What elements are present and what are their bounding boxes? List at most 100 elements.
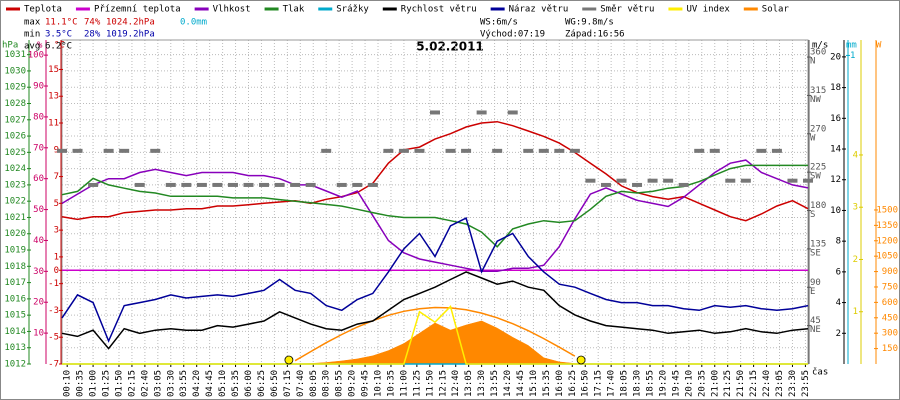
axis-unit: hPa: [2, 41, 18, 51]
stat-value: avg: [24, 42, 40, 52]
stat-value: 11.1°C: [45, 18, 78, 28]
y-tick-label: 5: [54, 199, 59, 209]
y-tick-label: 40: [33, 236, 44, 246]
x-tick-label: 19:45: [671, 370, 681, 397]
line-series: [62, 305, 808, 365]
y-tick-label: 1021: [4, 213, 26, 223]
y-tick-label: -1: [48, 279, 59, 289]
x-tick-label: 23:05: [775, 370, 785, 397]
y-tick-label: 1: [853, 307, 858, 317]
x-tick-label: 07:40: [296, 370, 306, 397]
stat-value: min: [24, 30, 40, 40]
x-tick-label: 18:55: [645, 370, 655, 397]
x-tick-label: 05:35: [231, 370, 241, 397]
y-tick-label: 1500: [876, 205, 898, 215]
stat-value: 3.5°C: [45, 30, 72, 40]
legend-label: Přízemní teplota: [94, 5, 181, 15]
x-tick-label: 16:50: [581, 370, 591, 397]
x-tick-label: 14:45: [516, 370, 526, 397]
direction-label: SW: [810, 172, 821, 182]
y-tick-label: 1017: [4, 278, 26, 288]
x-tick-label: 00:10: [63, 370, 73, 397]
y-tick-label: 225: [810, 163, 826, 173]
y-tick-label: 750: [882, 282, 898, 292]
direction-label: W: [810, 133, 816, 143]
x-tick-label: 23:30: [788, 370, 798, 397]
legend-label: Vlhkost: [213, 5, 251, 15]
y-tick-label: 450: [882, 313, 898, 323]
direction-label: E: [810, 287, 815, 297]
x-tick-label: 17:15: [594, 370, 604, 397]
y-tick-label: 14: [830, 145, 841, 155]
x-tick-label: 08:55: [335, 370, 345, 397]
legend-label: Směr větru: [600, 5, 654, 15]
x-tick-label: 16:00: [555, 370, 565, 397]
y-tick-label: 1014: [4, 327, 26, 337]
y-tick-label: 1200: [876, 236, 898, 246]
y-tick-label: 1031: [4, 50, 26, 60]
y-tick-label: 1029: [4, 83, 26, 93]
direction-label: SE: [810, 248, 821, 258]
y-tick-label: 9: [54, 145, 59, 155]
y-tick-label: 30: [33, 267, 44, 277]
x-tick-label: 12:40: [451, 370, 461, 397]
x-tick-label: 08:30: [322, 370, 332, 397]
x-tick-label: 01:00: [89, 370, 99, 397]
x-tick-label: 21:50: [736, 370, 746, 397]
y-tick-label: 1012: [4, 360, 26, 370]
x-tick-label: 20:10: [684, 370, 694, 397]
y-tick-label: 50: [33, 205, 44, 215]
x-tick-label: 22:40: [762, 370, 772, 397]
stat-value: 1019.2hPa: [106, 30, 155, 40]
y-tick-label: 180: [810, 201, 826, 211]
y-tick-label: 1019: [4, 246, 26, 256]
direction-label: NE: [810, 325, 821, 335]
y-tick-label: -7: [48, 360, 59, 370]
x-tick-label: 13:05: [464, 370, 474, 397]
x-tick-label: 03:30: [166, 370, 176, 397]
y-tick-label: 90: [33, 82, 44, 92]
y-tick-label: 3: [853, 203, 858, 213]
line-series: [61, 159, 809, 273]
stat-value: 0.0mm: [180, 18, 207, 28]
x-tick-label: 17:40: [607, 370, 617, 397]
sun-marker: [576, 355, 586, 365]
x-tick-label: 14:20: [503, 370, 513, 397]
x-tick-label: 11:25: [412, 370, 422, 397]
y-tick-label: 1013: [4, 343, 26, 353]
y-tick-label: 315: [810, 86, 826, 96]
wind-stat: Západ:16:56: [565, 30, 625, 40]
y-tick-label: 1: [850, 51, 855, 61]
direction-label: N: [810, 57, 815, 67]
x-tick-label: 11:50: [425, 370, 435, 397]
line-series: [294, 306, 576, 362]
x-tick-label: 15:10: [529, 370, 539, 397]
x-axis-label: čas: [812, 367, 828, 378]
x-tick-label: 02:15: [127, 370, 137, 397]
y-tick-label: 12: [830, 175, 841, 185]
x-tick-label: 15:35: [542, 370, 552, 397]
y-tick-label: 1023: [4, 180, 26, 190]
axis-unit: m/s: [812, 41, 828, 51]
x-tick-label: 18:30: [633, 370, 643, 397]
y-tick-label: 4: [853, 150, 858, 160]
x-tick-label: 07:15: [283, 370, 293, 397]
y-tick-label: 6: [836, 267, 841, 277]
y-tick-label: 360: [810, 48, 826, 58]
y-tick-label: 1025: [4, 148, 26, 158]
y-tick-label: 1350: [876, 221, 898, 231]
x-tick-label: 08:05: [309, 370, 319, 397]
stat-value: max: [24, 18, 41, 28]
legend-label: Rychlost větru: [401, 5, 477, 15]
y-tick-label: 60: [33, 174, 44, 184]
x-tick-label: 10:10: [374, 370, 384, 397]
y-tick-label: 0: [54, 266, 59, 276]
axis-unit: mm: [846, 41, 857, 51]
y-tick-label: 270: [810, 124, 826, 134]
y-tick-label: 2: [853, 255, 858, 265]
legend-label: Teplota: [24, 5, 62, 15]
x-tick-label: 20:35: [697, 370, 707, 397]
y-tick-label: 1: [54, 252, 59, 262]
x-tick-label: 12:15: [438, 370, 448, 397]
x-tick-label: 06:00: [244, 370, 254, 397]
